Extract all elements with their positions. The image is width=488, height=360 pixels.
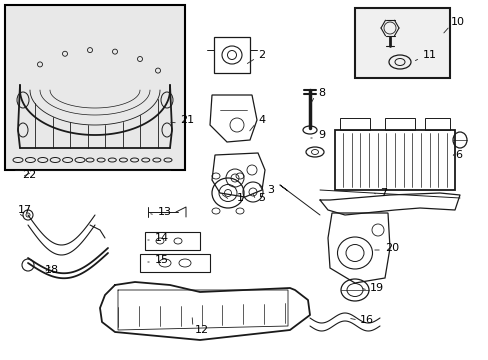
Text: 18: 18 <box>45 265 59 275</box>
Bar <box>354 8 449 78</box>
Text: 3: 3 <box>266 185 273 195</box>
Text: 7: 7 <box>379 188 386 198</box>
Text: 13: 13 <box>158 207 172 217</box>
Text: 14: 14 <box>155 233 169 243</box>
Text: 6: 6 <box>454 150 461 160</box>
Bar <box>334 130 454 190</box>
Text: 10: 10 <box>450 17 464 27</box>
Text: 4: 4 <box>258 115 264 125</box>
Bar <box>5 5 184 170</box>
Bar <box>339 118 369 130</box>
Text: 17: 17 <box>18 205 32 215</box>
Bar <box>140 254 209 272</box>
Text: 15: 15 <box>155 255 169 265</box>
Text: 11: 11 <box>422 50 436 60</box>
Text: 5: 5 <box>258 193 264 203</box>
Text: 16: 16 <box>359 315 373 325</box>
Text: 19: 19 <box>369 283 384 293</box>
Bar <box>424 118 449 130</box>
Bar <box>145 232 200 250</box>
Text: 8: 8 <box>317 88 325 98</box>
Text: 20: 20 <box>384 243 398 253</box>
Text: 12: 12 <box>195 325 209 335</box>
Text: 21: 21 <box>180 115 194 125</box>
Bar <box>384 118 414 130</box>
Text: 1: 1 <box>237 193 244 203</box>
Text: 2: 2 <box>258 50 264 60</box>
Text: 9: 9 <box>317 130 325 140</box>
Text: 22: 22 <box>22 170 36 180</box>
Bar <box>214 37 249 73</box>
